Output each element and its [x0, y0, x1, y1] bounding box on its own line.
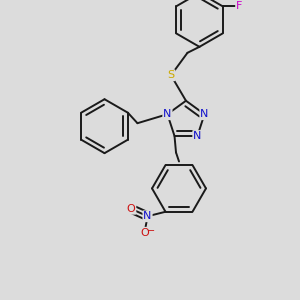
Text: O: O — [127, 204, 135, 214]
Text: N: N — [163, 109, 172, 119]
Text: −: − — [147, 226, 155, 236]
Text: N: N — [143, 211, 152, 221]
Text: O: O — [140, 228, 149, 238]
Text: F: F — [236, 2, 242, 11]
Text: N: N — [193, 131, 202, 141]
Text: S: S — [167, 70, 175, 80]
Text: N: N — [200, 109, 209, 119]
